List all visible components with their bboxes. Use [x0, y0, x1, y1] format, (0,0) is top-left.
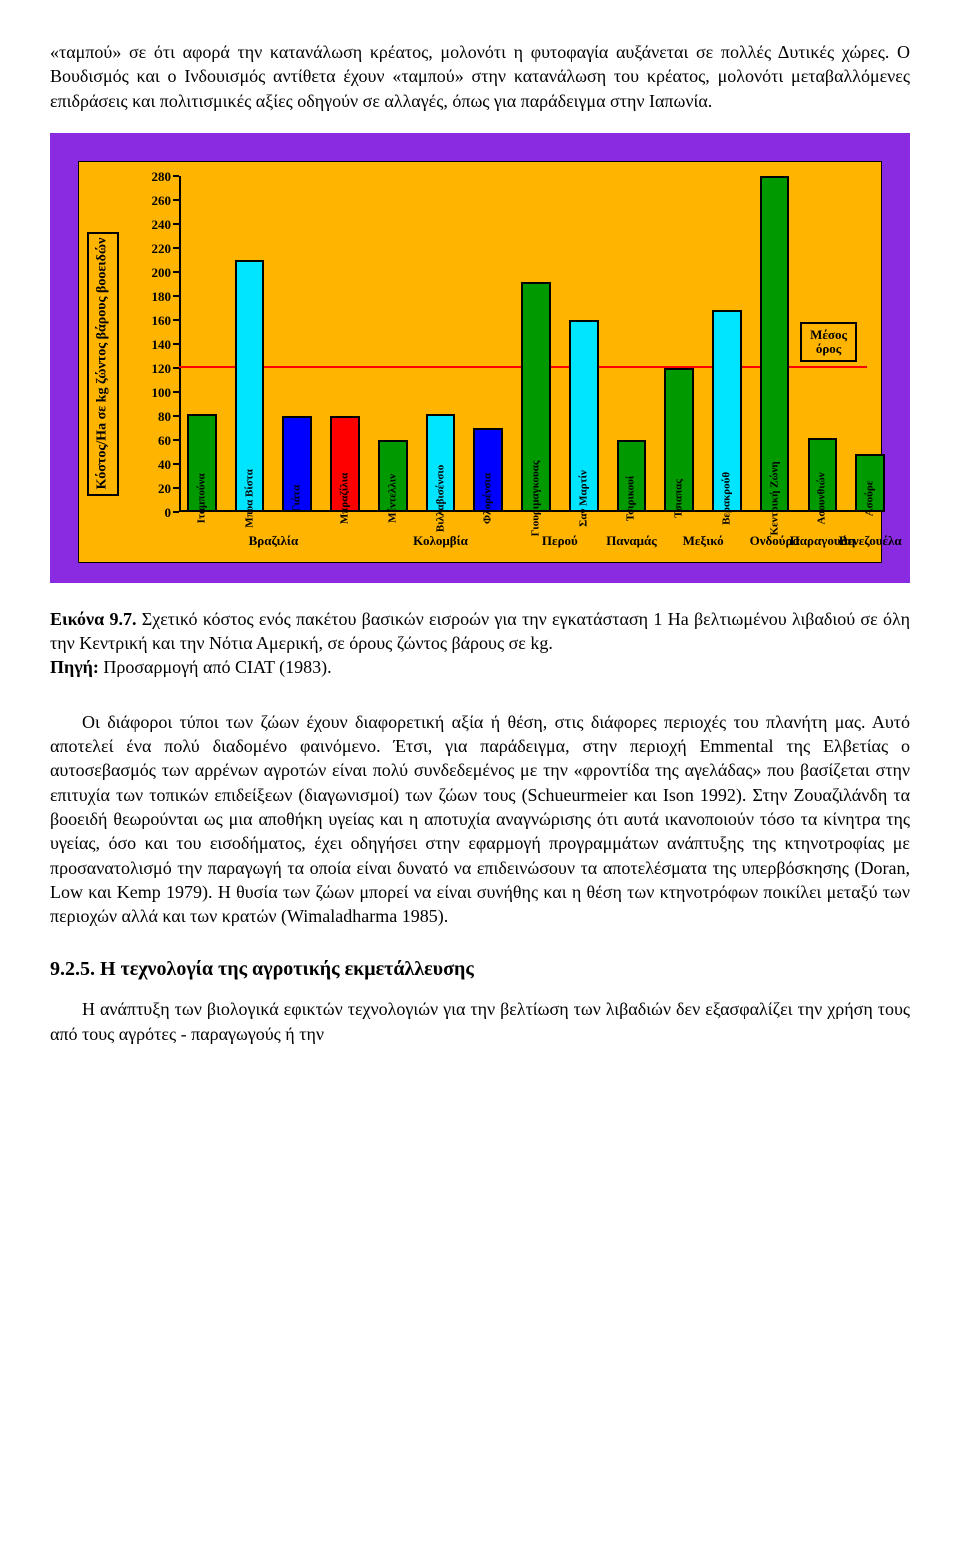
caption-text: Σχετικό κόστος ενός πακέτου βασικών εισρ…: [50, 609, 910, 653]
bar: Φλορένσια: [473, 428, 503, 512]
bar-label: Γιάτα: [290, 485, 305, 512]
caption-label: Εικόνα 9.7.: [50, 609, 136, 629]
plot-region: Μέσοςόρος Ιταμπούνα Μποα Βίστα Γιάτα Μπραζίλ…: [179, 176, 867, 512]
body-paragraph: Οι διάφοροι τύποι των ζώων έχουν διαφορε…: [50, 710, 910, 929]
bar: Μποα Βίστα: [235, 260, 265, 512]
y-tick-mark: [173, 319, 179, 321]
y-tick-mark: [173, 439, 179, 441]
y-axis-title-box: Κόστος/Ha σε kg ζώντος βάρους βοοειδών: [87, 232, 119, 496]
bar: Γιάτα: [282, 416, 312, 512]
y-tick-label: 280: [137, 168, 171, 186]
legend-box: Μέσοςόρος: [800, 322, 857, 363]
y-tick-mark: [173, 391, 179, 393]
source-label: Πηγή:: [50, 657, 99, 677]
y-tick-label: 80: [137, 408, 171, 426]
country-label: Παναμάς: [606, 532, 657, 550]
y-tick-mark: [173, 247, 179, 249]
country-label: Περού: [542, 532, 578, 550]
source-text: Προσαρμογή από CIAT (1983).: [99, 657, 332, 677]
country-labels-row: ΒραζιλίαΚολομβίαΠερούΠαναμάςΜεξικόΟνδούρ…: [179, 516, 867, 550]
last-paragraph: Η ανάπτυξη των βιολογικά εφικτών τεχνολο…: [50, 997, 910, 1046]
bar: Ασούρε: [855, 454, 885, 512]
y-tick-mark: [173, 463, 179, 465]
y-tick-mark: [173, 175, 179, 177]
y-tick-mark: [173, 487, 179, 489]
y-tick-mark: [173, 199, 179, 201]
figure-frame: Κόστος/Ha σε kg ζώντος βάρους βοοειδών Μ…: [50, 133, 910, 583]
y-tick-label: 180: [137, 288, 171, 306]
y-tick-label: 160: [137, 312, 171, 330]
chart-area: Κόστος/Ha σε kg ζώντος βάρους βοοειδών Μ…: [78, 161, 882, 563]
bar-label: Τσιρικουί: [624, 476, 639, 521]
bar-label: Τσιαπας: [672, 479, 687, 518]
y-tick-label: 20: [137, 480, 171, 498]
bar-label: Ασούρε: [863, 481, 878, 517]
y-tick-mark: [173, 511, 179, 513]
bar: Γιουριμαγκουας: [521, 282, 551, 512]
bar: Βερακρούθ: [712, 310, 742, 512]
bar: Ασουνθιών: [808, 438, 838, 512]
bar: Κεντρική Ζώνη: [760, 176, 790, 512]
y-tick-label: 220: [137, 240, 171, 258]
y-tick-mark: [173, 271, 179, 273]
y-tick-mark: [173, 415, 179, 417]
bar: Ιταμπούνα: [187, 414, 217, 512]
y-tick-label: 240: [137, 216, 171, 234]
figure-caption: Εικόνα 9.7. Σχετικό κόστος ενός πακέτου …: [50, 607, 910, 680]
y-tick-label: 140: [137, 336, 171, 354]
y-tick-label: 100: [137, 384, 171, 402]
y-tick-mark: [173, 343, 179, 345]
y-tick-label: 40: [137, 456, 171, 474]
country-label: Βενεζουέλα: [839, 532, 902, 550]
y-tick-label: 200: [137, 264, 171, 282]
bar: Σαν Μαρτίν: [569, 320, 599, 512]
y-tick-label: 120: [137, 360, 171, 378]
bar: Τσιαπας: [664, 368, 694, 512]
y-tick-label: 260: [137, 192, 171, 210]
y-tick-mark: [173, 223, 179, 225]
country-label: Μεξικό: [683, 532, 724, 550]
bar: Μέντελλιν: [378, 440, 408, 512]
y-axis-line: [179, 176, 181, 512]
country-label: Βραζιλία: [249, 532, 299, 550]
y-tick-label: 0: [137, 504, 171, 522]
country-label: Κολομβία: [413, 532, 468, 550]
bar: Τσιρικουί: [617, 440, 647, 512]
y-axis-title: Κόστος/Ha σε kg ζώντος βάρους βοοειδών: [94, 238, 113, 490]
y-tick-mark: [173, 295, 179, 297]
y-tick-label: 60: [137, 432, 171, 450]
bar: Μπραζίλια: [330, 416, 360, 512]
bar: Βιλλαβισένσιο: [426, 414, 456, 512]
intro-paragraph: «ταμπού» σε ότι αφορά την κατανάλωση κρέ…: [50, 40, 910, 113]
section-heading: 9.2.5. Η τεχνολογία της αγροτικής εκμετά…: [50, 956, 910, 983]
